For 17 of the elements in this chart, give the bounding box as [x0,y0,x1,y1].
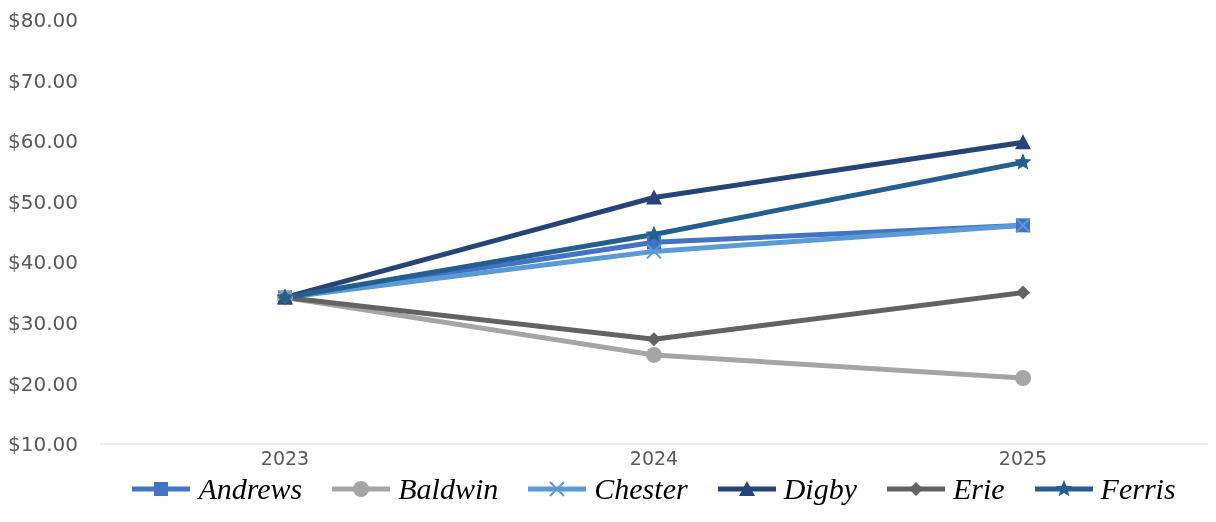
y-tick-label: $30.00 [8,310,78,335]
y-tick-label: $50.00 [8,189,78,214]
legend-label: Baldwin [398,472,499,506]
x-tick-label: 2025 [998,447,1048,470]
legend-label: Chester [594,472,688,506]
y-tick-label: $20.00 [8,371,78,396]
legend-label: Andrews [198,472,303,506]
x-tick-label: 2024 [629,447,679,470]
legend-label: Erie [952,472,1005,506]
legend-label: Digby [783,472,857,506]
y-tick-label: $60.00 [8,129,78,154]
x-tick-label: 2023 [260,447,310,470]
y-tick-label: $70.00 [8,68,78,93]
y-tick-label: $10.00 [8,432,78,457]
y-tick-label: $40.00 [8,250,78,275]
legend-label: Ferris [1100,472,1176,506]
y-tick-label: $80.00 [8,8,78,33]
